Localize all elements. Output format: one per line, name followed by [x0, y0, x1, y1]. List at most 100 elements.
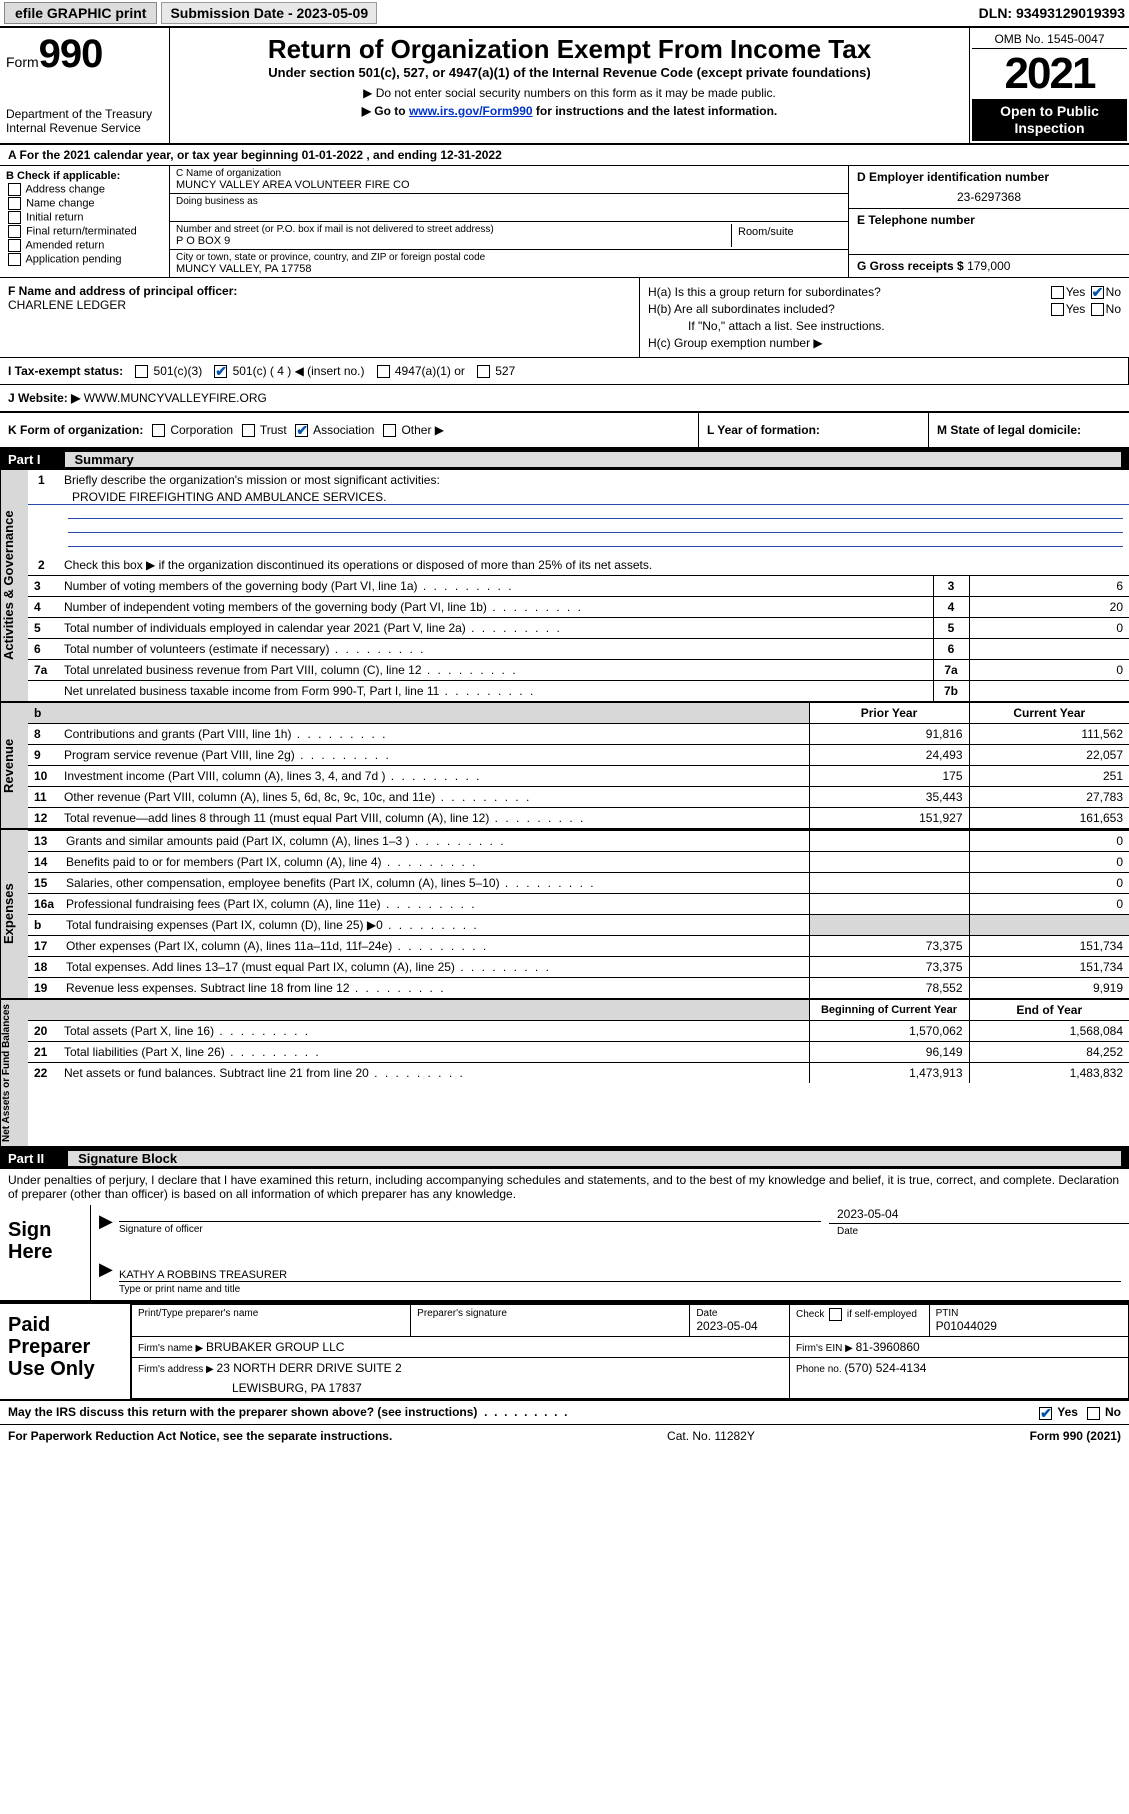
part2-label: Part II [8, 1151, 68, 1166]
cb-501c[interactable] [214, 365, 227, 378]
cb-527[interactable] [477, 365, 490, 378]
d-label: D Employer identification number [857, 170, 1121, 184]
part1-title: Summary [65, 452, 144, 467]
cb-assoc[interactable] [295, 424, 308, 437]
cb-name-change[interactable] [8, 197, 21, 210]
hb-label: H(b) Are all subordinates included? [648, 302, 835, 316]
cb-4947[interactable] [377, 365, 390, 378]
cb-other[interactable] [383, 424, 396, 437]
rev-block: Revenue b Prior Year Current Year 8Contr… [0, 703, 1129, 830]
cb-hb-no[interactable] [1091, 303, 1104, 316]
room-label: Room/suite [732, 224, 842, 247]
side-governance: Activities & Governance [0, 470, 28, 701]
row-i: I Tax-exempt status: 501(c)(3) 501(c) ( … [0, 358, 1129, 385]
firm-name: BRUBAKER GROUP LLC [206, 1340, 345, 1354]
cb-hb-yes[interactable] [1051, 303, 1064, 316]
dept-label: Department of the Treasury [6, 107, 163, 121]
submission-date: Submission Date - 2023-05-09 [161, 2, 377, 24]
table-row: 9Program service revenue (Part VIII, lin… [28, 745, 1129, 766]
firm-addr2: LEWISBURG, PA 17837 [132, 1378, 790, 1399]
firm-ein-label: Firm's EIN ▶ [796, 1343, 856, 1354]
table-row: 16aProfessional fundraising fees (Part I… [28, 894, 1129, 915]
table-row: 17Other expenses (Part IX, column (A), l… [28, 936, 1129, 957]
col-current: Current Year [969, 703, 1129, 724]
col-begin: Beginning of Current Year [809, 1000, 969, 1021]
form-title: Return of Organization Exempt From Incom… [176, 34, 963, 65]
cb-app-pending[interactable] [8, 253, 21, 266]
header-right: OMB No. 1545-0047 2021 Open to Public In… [969, 28, 1129, 143]
lbl-app-pending: Application pending [25, 253, 121, 265]
gov-table: 3Number of voting members of the governi… [28, 575, 1129, 701]
omb-number: OMB No. 1545-0047 [972, 30, 1127, 49]
cb-ha-no[interactable] [1091, 286, 1104, 299]
sig-date-val: 2023-05-04 [829, 1205, 1129, 1223]
lbl-amended: Amended return [25, 239, 104, 251]
cb-self-employed[interactable] [829, 1308, 842, 1321]
irs-link[interactable]: www.irs.gov/Form990 [409, 104, 533, 118]
row-a-tax-year: A For the 2021 calendar year, or tax yea… [0, 145, 1129, 166]
b-heading: B Check if applicable: [6, 170, 163, 182]
sig-officer-field[interactable]: ▶ Signature of officer [119, 1205, 821, 1222]
cb-ha-yes[interactable] [1051, 286, 1064, 299]
arrow-icon: ▶ [99, 1211, 113, 1232]
side-revenue: Revenue [0, 703, 28, 828]
paid-preparer-label: Paid Preparer Use Only [0, 1304, 130, 1399]
form-prefix: Form [6, 54, 39, 70]
col-de: D Employer identification number 23-6297… [849, 166, 1129, 277]
cb-initial-return[interactable] [8, 211, 21, 224]
l-label: L Year of formation: [707, 423, 820, 437]
table-row: 3Number of voting members of the governi… [28, 576, 1129, 597]
table-row: 20Total assets (Part X, line 16)1,570,06… [28, 1021, 1129, 1042]
street-value: P O BOX 9 [176, 235, 731, 247]
k-label: K Form of organization: [8, 423, 143, 437]
cb-discuss-yes[interactable] [1039, 1407, 1052, 1420]
form-number: 990 [39, 32, 103, 76]
table-row: 15Salaries, other compensation, employee… [28, 873, 1129, 894]
q2: Check this box ▶ if the organization dis… [64, 558, 1123, 572]
table-row: 14Benefits paid to or for members (Part … [28, 852, 1129, 873]
gross-receipts: 179,000 [967, 259, 1010, 273]
lbl-501c: 501(c) ( 4 ) ◀ (insert no.) [233, 364, 365, 378]
cb-address-change[interactable] [8, 183, 21, 196]
col-c: C Name of organization MUNCY VALLEY AREA… [170, 166, 849, 277]
tax-year: 2021 [972, 49, 1127, 99]
col-h: H(a) Is this a group return for subordin… [640, 278, 1129, 357]
table-row: 4Number of independent voting members of… [28, 597, 1129, 618]
q1: Briefly describe the organization's miss… [64, 473, 1123, 487]
firm-addr-label: Firm's address ▶ [138, 1364, 217, 1375]
table-row: 22Net assets or fund balances. Subtract … [28, 1063, 1129, 1084]
ein-value: 23-6297368 [857, 190, 1121, 204]
lbl-527: 527 [495, 364, 515, 378]
cb-corp[interactable] [152, 424, 165, 437]
part2-header: Part II Signature Block [0, 1148, 1129, 1169]
table-row: 6Total number of volunteers (estimate if… [28, 639, 1129, 660]
table-row: 11Other revenue (Part VIII, column (A), … [28, 787, 1129, 808]
efile-print-button[interactable]: efile GRAPHIC print [4, 2, 157, 24]
cb-amended[interactable] [8, 239, 21, 252]
part1-header: Part I Summary [0, 449, 1129, 470]
cb-final-return[interactable] [8, 225, 21, 238]
j-label: J Website: ▶ [8, 391, 84, 405]
row-j: J Website: ▶ WWW.MUNCYVALLEYFIRE.ORG [0, 385, 1129, 413]
lbl-initial-return: Initial return [26, 211, 83, 223]
cb-trust[interactable] [242, 424, 255, 437]
paperwork-notice: For Paperwork Reduction Act Notice, see … [8, 1429, 392, 1443]
rev-table: b Prior Year Current Year 8Contributions… [28, 703, 1129, 828]
m-label: M State of legal domicile: [937, 423, 1081, 437]
header-mid: Return of Organization Exempt From Incom… [170, 28, 969, 143]
hc-label: H(c) Group exemption number ▶ [648, 336, 1121, 350]
lbl-4947: 4947(a)(1) or [395, 364, 465, 378]
header-line1: ▶ Do not enter social security numbers o… [176, 86, 963, 100]
goto-post: for instructions and the latest informat… [533, 104, 778, 118]
net-table: Beginning of Current Year End of Year 20… [28, 1000, 1129, 1083]
part1-label: Part I [8, 452, 65, 467]
perjury-declaration: Under penalties of perjury, I declare th… [0, 1169, 1129, 1205]
cb-discuss-no[interactable] [1087, 1407, 1100, 1420]
footer-discuss: May the IRS discuss this return with the… [0, 1401, 1129, 1424]
footer-bottom: For Paperwork Reduction Act Notice, see … [0, 1425, 1129, 1447]
col-f: F Name and address of principal officer:… [0, 278, 640, 357]
col-b: B Check if applicable: Address change Na… [0, 166, 170, 277]
cb-501c3[interactable] [135, 365, 148, 378]
form-subtitle: Under section 501(c), 527, or 4947(a)(1)… [176, 65, 963, 80]
officer-typed-name-val: KATHY A ROBBINS TREASURER [119, 1269, 287, 1281]
